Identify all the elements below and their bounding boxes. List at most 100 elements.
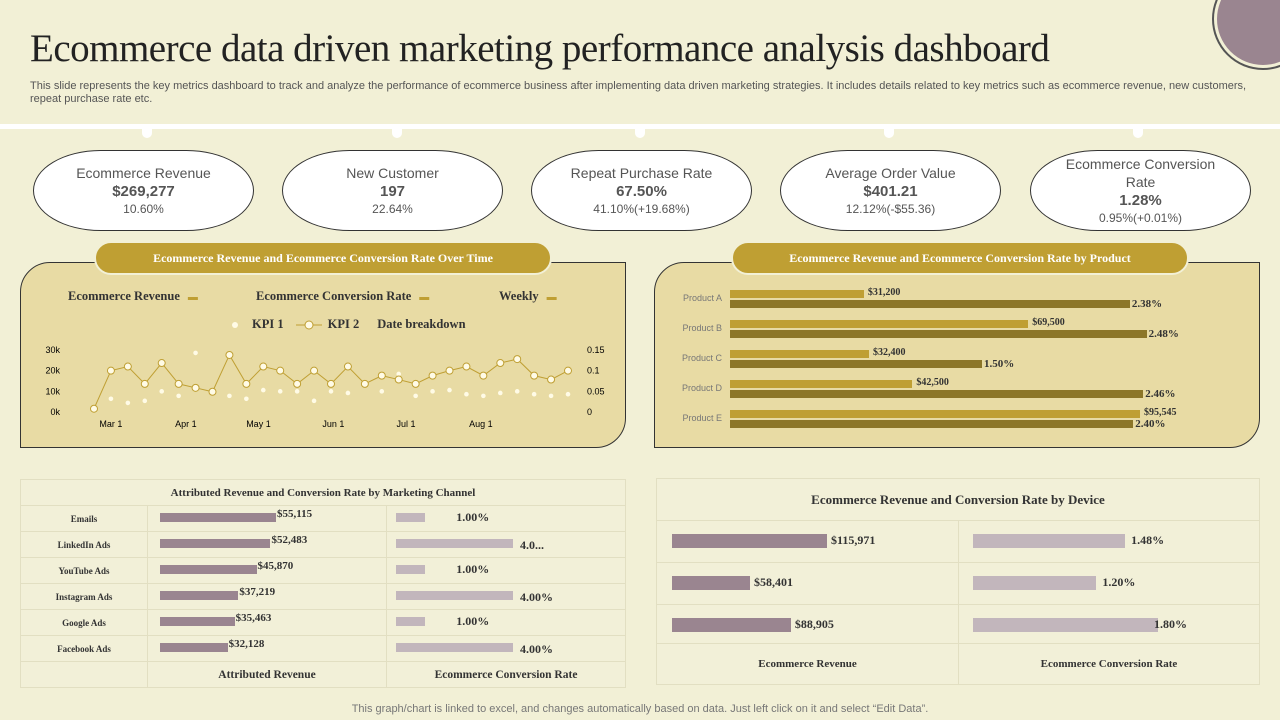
time-chart-title: Ecommerce Revenue and Ecommerce Conversi… (94, 241, 552, 275)
kpi-change: 41.10%(+19.68%) (593, 202, 690, 216)
device-revenue-bar (672, 534, 827, 548)
kpi2-point (157, 359, 166, 368)
device-conversion-label: 1.48% (1131, 533, 1165, 547)
conversion-cell: 4.00% (386, 635, 626, 662)
channel-row: Instagram Ads $37,219 4.00% (20, 583, 626, 610)
connector-pin (1133, 128, 1143, 138)
kpi1-point (328, 389, 334, 394)
device-conversion-bar (973, 576, 1097, 590)
channel-row: Google Ads $35,463 1.00% (20, 609, 626, 636)
product-conversion-bar (730, 300, 1130, 308)
kpi2-point (394, 375, 403, 384)
product-conversion-label: 2.46% (1145, 388, 1176, 400)
kpi1-point (514, 389, 520, 394)
dropdown-icon: ▬ (187, 292, 198, 303)
kpi1-point (227, 393, 232, 399)
kpi2-point (123, 362, 132, 371)
channel-name: Instagram Ads (20, 583, 148, 610)
kpi2-point (225, 350, 234, 359)
kpi1-point (294, 389, 300, 394)
product-label: Product E (682, 413, 722, 423)
kpi1-point (176, 393, 181, 399)
kpi-change: 22.64% (372, 202, 413, 216)
product-revenue-label: $32,400 (873, 347, 906, 358)
product-label: Product D (681, 383, 722, 393)
product-revenue-bar (730, 410, 1140, 418)
product-revenue-label: $69,500 (1032, 317, 1065, 328)
kpi1-point (260, 387, 266, 393)
product-label: Product B (682, 323, 722, 333)
conversion-label: 4.0... (520, 538, 544, 552)
kpi1-point (159, 389, 165, 394)
kpi2-point (530, 371, 539, 380)
col-ecommerce-revenue: Ecommerce Revenue (656, 643, 959, 685)
revenue-selector[interactable]: Ecommerce Revenue ▬ (68, 289, 198, 304)
y-left-tick: 0k (50, 407, 60, 417)
device-conversion-label: 1.20% (1102, 575, 1136, 589)
device-revenue-cell: $88,905 (656, 604, 959, 644)
kpi2-point (360, 379, 369, 388)
kpi2-point (259, 362, 268, 371)
device-revenue-bar (672, 618, 791, 632)
kpi2-point (208, 387, 217, 396)
conversion-cell: 1.00% (386, 609, 626, 636)
kpi2-point (242, 379, 251, 388)
kpi1-point (193, 350, 198, 356)
conversion-cell: 4.00% (386, 583, 626, 610)
chart-legend: KPI 1 KPI 2 Date breakdown (232, 317, 466, 332)
conversion-bar (396, 591, 513, 600)
revenue-cell: $45,870 (147, 557, 387, 584)
time-line-chart: 0k 10k 20k 30k 0 0.05 0.1 0.15 Mar 1 Apr 1 May 1 Ju… (45, 345, 604, 429)
conversion-bar (396, 539, 513, 548)
device-revenue-label: $115,971 (831, 533, 876, 547)
empty-cell (20, 661, 148, 688)
selector-label: Weekly (499, 289, 539, 303)
product-conversion-bar (730, 360, 982, 368)
revenue-bar (160, 643, 228, 652)
dropdown-icon: ▬ (546, 292, 557, 303)
kpi-change: 12.12%(-$55.36) (845, 202, 936, 216)
conversion-selector[interactable]: Ecommerce Conversion Rate ▬ (256, 289, 429, 304)
product-conversion-label: 2.48% (1148, 328, 1179, 340)
revenue-bar (160, 617, 235, 626)
x-tick: Mar 1 (99, 419, 122, 429)
product-conversion-bar (730, 420, 1134, 428)
kpi-change: 10.60% (123, 202, 164, 216)
kpi1-point (379, 389, 385, 394)
page-subtitle: This slide represents the key metrics da… (30, 80, 1247, 105)
revenue-cell: $52,483 (147, 531, 387, 558)
revenue-cell: $32,128 (147, 635, 387, 662)
x-tick: Apr 1 (175, 419, 197, 429)
dropdown-icon: ▬ (419, 292, 430, 303)
channel-name: LinkedIn Ads (20, 531, 148, 558)
kpi2-point (377, 371, 386, 380)
kpi-label: Repeat Purchase Rate (570, 165, 713, 181)
kpi2-line-icon (295, 320, 322, 329)
kpi2-point (428, 371, 437, 380)
x-tick: May 1 (246, 419, 271, 429)
device-conversion-cell: 1.48% (958, 520, 1260, 563)
conversion-label: 1.00% (456, 510, 490, 524)
conversion-cell: 1.00% (386, 557, 626, 584)
kpi-card: New Customer 197 22.64% (282, 150, 503, 231)
y-left-tick: 10k (45, 386, 60, 396)
device-table-title: Ecommerce Revenue and Conversion Rate by… (656, 478, 1260, 521)
kpi2-point (462, 362, 471, 371)
kpi1-point (244, 396, 249, 402)
kpi1-point (142, 398, 148, 404)
y-right-tick: 0 (587, 407, 592, 417)
kpi2-point (106, 366, 115, 375)
product-label: Product A (682, 293, 722, 303)
conversion-label: 4.00% (520, 642, 553, 656)
kpi2-point (191, 383, 200, 392)
kpi1-point (430, 389, 435, 394)
device-revenue-label: $58,401 (754, 575, 794, 589)
col-attributed-revenue: Attributed Revenue (147, 661, 387, 688)
product-chart-title: Ecommerce Revenue and Ecommerce Conversi… (731, 241, 1189, 275)
period-selector[interactable]: Weekly ▬ (499, 289, 557, 304)
kpi-value: 197 (379, 183, 406, 200)
product-revenue-bar (730, 380, 913, 388)
kpi-label: New Customer (346, 165, 439, 181)
kpi1-point (531, 391, 537, 397)
revenue-bar (160, 513, 276, 522)
